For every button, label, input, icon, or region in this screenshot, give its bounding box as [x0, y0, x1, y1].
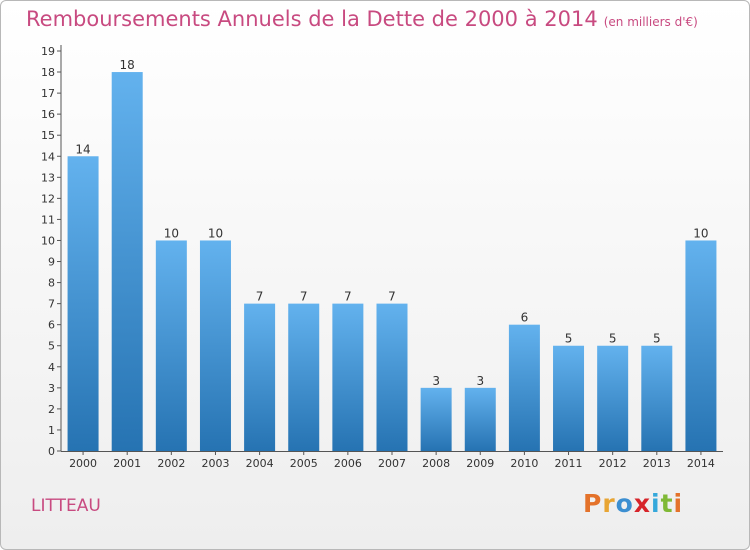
bar-value-label: 7 — [256, 290, 264, 304]
bar — [420, 387, 452, 451]
y-tick-label: 16 — [41, 108, 55, 121]
bar-value-label: 5 — [653, 332, 661, 346]
bar-value-label: 5 — [565, 332, 573, 346]
x-tick-label: 2009 — [466, 457, 494, 470]
y-tick-label: 14 — [41, 150, 55, 163]
bar-value-label: 3 — [432, 374, 440, 388]
y-tick-label: 17 — [41, 87, 55, 100]
logo-letter: i — [651, 489, 661, 518]
x-tick-label: 2000 — [69, 457, 97, 470]
bar-value-label: 7 — [344, 290, 352, 304]
y-tick-label: 19 — [41, 45, 55, 58]
logo-letter: x — [633, 489, 651, 518]
logo-letter: r — [602, 489, 616, 518]
x-tick-label: 2004 — [246, 457, 274, 470]
x-tick-label: 2007 — [378, 457, 406, 470]
bar — [67, 156, 99, 451]
bar-value-label: 3 — [476, 374, 484, 388]
x-tick-label: 2010 — [510, 457, 538, 470]
bar — [508, 324, 540, 451]
chart-title-text: Remboursements Annuels de la Dette de 20… — [26, 7, 598, 31]
bar-value-label: 7 — [300, 290, 308, 304]
logo-letter: P — [583, 489, 603, 518]
bar — [199, 240, 231, 451]
y-tick-label: 4 — [48, 361, 55, 374]
y-tick-label: 9 — [48, 256, 55, 269]
y-tick-label: 11 — [41, 213, 55, 226]
bar-value-label: 10 — [208, 226, 223, 240]
y-tick-label: 15 — [41, 129, 55, 142]
x-tick-label: 2013 — [643, 457, 671, 470]
unit-label: (en milliers d'€) — [603, 15, 698, 29]
x-tick-label: 2001 — [113, 457, 141, 470]
bar — [553, 345, 585, 451]
x-tick-label: 2002 — [157, 457, 185, 470]
y-tick-label: 6 — [48, 319, 55, 332]
y-tick-label: 18 — [41, 66, 55, 79]
logo-letter: t — [660, 489, 674, 518]
bar-value-label: 6 — [521, 311, 529, 325]
y-tick-label: 10 — [41, 234, 55, 247]
chart-title: Remboursements Annuels de la Dette de 20… — [26, 7, 698, 31]
bar — [597, 345, 629, 451]
x-tick-label: 2014 — [687, 457, 715, 470]
x-tick-label: 2012 — [599, 457, 627, 470]
bar-value-label: 14 — [75, 142, 90, 156]
bar — [111, 72, 143, 451]
bar — [332, 303, 364, 451]
bar-value-label: 10 — [164, 226, 179, 240]
bar-value-label: 5 — [609, 332, 617, 346]
commune-name: LITTEAU — [31, 496, 101, 516]
y-tick-label: 3 — [48, 382, 55, 395]
x-tick-label: 2011 — [555, 457, 583, 470]
y-tick-label: 0 — [48, 445, 55, 458]
bar-value-label: 18 — [120, 58, 135, 72]
y-tick-label: 2 — [48, 403, 55, 416]
x-tick-label: 2003 — [201, 457, 229, 470]
x-tick-label: 2006 — [334, 457, 362, 470]
bar-value-label: 7 — [388, 290, 396, 304]
bar — [288, 303, 320, 451]
proxiti-logo: Proxiti — [583, 489, 683, 518]
logo-letter: o — [615, 489, 634, 518]
x-tick-label: 2005 — [290, 457, 318, 470]
bar-value-label: 10 — [693, 226, 708, 240]
y-tick-label: 1 — [48, 424, 55, 437]
x-tick-label: 2008 — [422, 457, 450, 470]
y-tick-label: 13 — [41, 171, 55, 184]
bar — [685, 240, 717, 451]
y-tick-label: 8 — [48, 277, 55, 290]
bar — [155, 240, 187, 451]
y-tick-label: 7 — [48, 298, 55, 311]
logo-letter: i — [673, 489, 684, 518]
bar — [641, 345, 673, 451]
bar — [376, 303, 408, 451]
bar — [464, 387, 496, 451]
y-tick-label: 12 — [41, 192, 55, 205]
bar — [244, 303, 276, 451]
y-tick-label: 5 — [48, 340, 55, 353]
